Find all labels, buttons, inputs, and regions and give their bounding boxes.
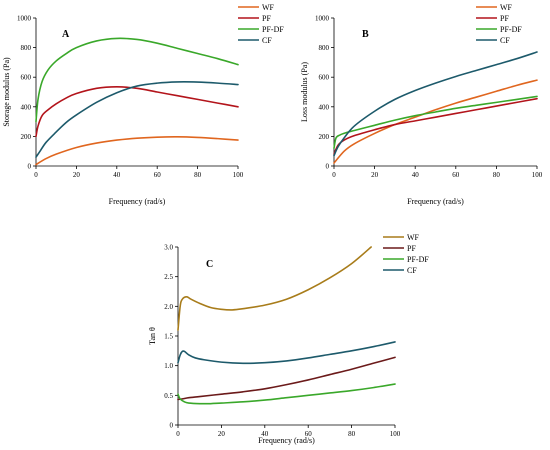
- x-tick-label: 40: [113, 171, 121, 179]
- x-tick-label: 100: [390, 430, 401, 438]
- x-tick-label: 60: [154, 171, 162, 179]
- x-tick-label: 20: [73, 171, 81, 179]
- series-line-pf-df: [333, 95, 538, 150]
- x-tick-label: 0: [176, 430, 180, 438]
- legend-label-pf-df: PF-DF: [407, 255, 429, 264]
- y-tick-label: 2.0: [164, 303, 173, 311]
- y-tick-label: 800: [319, 44, 330, 52]
- legend-label-cf: CF: [500, 36, 510, 45]
- x-tick-label: 20: [371, 171, 379, 179]
- legend-label-cf: CF: [407, 266, 417, 275]
- x-tick-label: 60: [452, 171, 460, 179]
- legend-label-pf-df: PF-DF: [262, 25, 284, 34]
- legend-label-pf: PF: [262, 14, 271, 23]
- y-tick-label: 400: [21, 103, 32, 111]
- y-tick-label: 3.0: [164, 244, 173, 252]
- y-tick-label: 600: [319, 74, 330, 82]
- legend-label-pf-df: PF-DF: [500, 25, 522, 34]
- x-axis-label: Frequency (rad/s): [407, 197, 464, 206]
- x-tick-label: 60: [305, 430, 313, 438]
- panel-label: A: [62, 29, 70, 40]
- x-tick-label: 0: [34, 171, 38, 179]
- series-line-wf: [35, 136, 239, 166]
- x-tick-label: 40: [261, 430, 269, 438]
- series-line-pf: [35, 86, 239, 138]
- panel-label: C: [206, 259, 213, 270]
- x-tick-label: 40: [412, 171, 420, 179]
- y-tick-label: 0.5: [164, 392, 173, 400]
- legend-label-cf: CF: [262, 36, 272, 45]
- y-tick-label: 800: [21, 44, 32, 52]
- y-axis-label: Storage modulus (Pa): [2, 57, 11, 127]
- y-tick-label: 1000: [315, 15, 330, 23]
- y-tick-label: 2.5: [164, 273, 173, 281]
- y-tick-label: 1000: [17, 15, 32, 23]
- x-tick-label: 100: [233, 171, 244, 179]
- series-line-pf-df: [177, 383, 396, 405]
- x-tick-label: 80: [348, 430, 356, 438]
- series-line-wf: [333, 79, 538, 164]
- series-line-cf: [333, 51, 538, 157]
- x-axis-label: Frequency (rad/s): [258, 436, 315, 445]
- x-tick-label: 20: [218, 430, 226, 438]
- x-tick-label: 0: [332, 171, 336, 179]
- x-tick-label: 80: [493, 171, 501, 179]
- y-axis-label: Tan θ: [148, 327, 157, 345]
- y-tick-label: 400: [319, 103, 330, 111]
- series-line-pf-df: [35, 37, 239, 123]
- y-tick-label: 600: [21, 74, 32, 82]
- legend-label-wf: WF: [262, 3, 275, 12]
- x-tick-label: 80: [194, 171, 202, 179]
- legend-label-wf: WF: [407, 233, 420, 242]
- x-tick-label: 100: [532, 171, 543, 179]
- y-tick-label: 0: [28, 163, 32, 171]
- y-tick-label: 0: [326, 163, 330, 171]
- y-tick-label: 1.5: [164, 333, 173, 341]
- y-tick-label: 200: [21, 133, 32, 141]
- series-line-pf: [177, 356, 396, 401]
- panel-label: B: [362, 29, 369, 40]
- series-line-pf: [333, 97, 538, 155]
- x-axis-label: Frequency (rad/s): [109, 197, 166, 206]
- y-axis-label: Loss modulus (Pa): [300, 62, 309, 122]
- legend-label-pf: PF: [407, 244, 416, 253]
- legend-label-pf: PF: [500, 14, 509, 23]
- legend-label-wf: WF: [500, 3, 513, 12]
- y-tick-label: 200: [319, 133, 330, 141]
- series-line-cf: [177, 341, 396, 365]
- y-tick-label: 0: [170, 422, 174, 430]
- chart-panel-c: 0 20 40 60 80 100 0 0.5 1.0 1.5 2.0 2.5 3.0 Frequency…: [148, 233, 429, 445]
- series-line-wf: [177, 246, 372, 331]
- y-tick-label: 1.0: [164, 362, 173, 370]
- series-line-cf: [35, 81, 239, 158]
